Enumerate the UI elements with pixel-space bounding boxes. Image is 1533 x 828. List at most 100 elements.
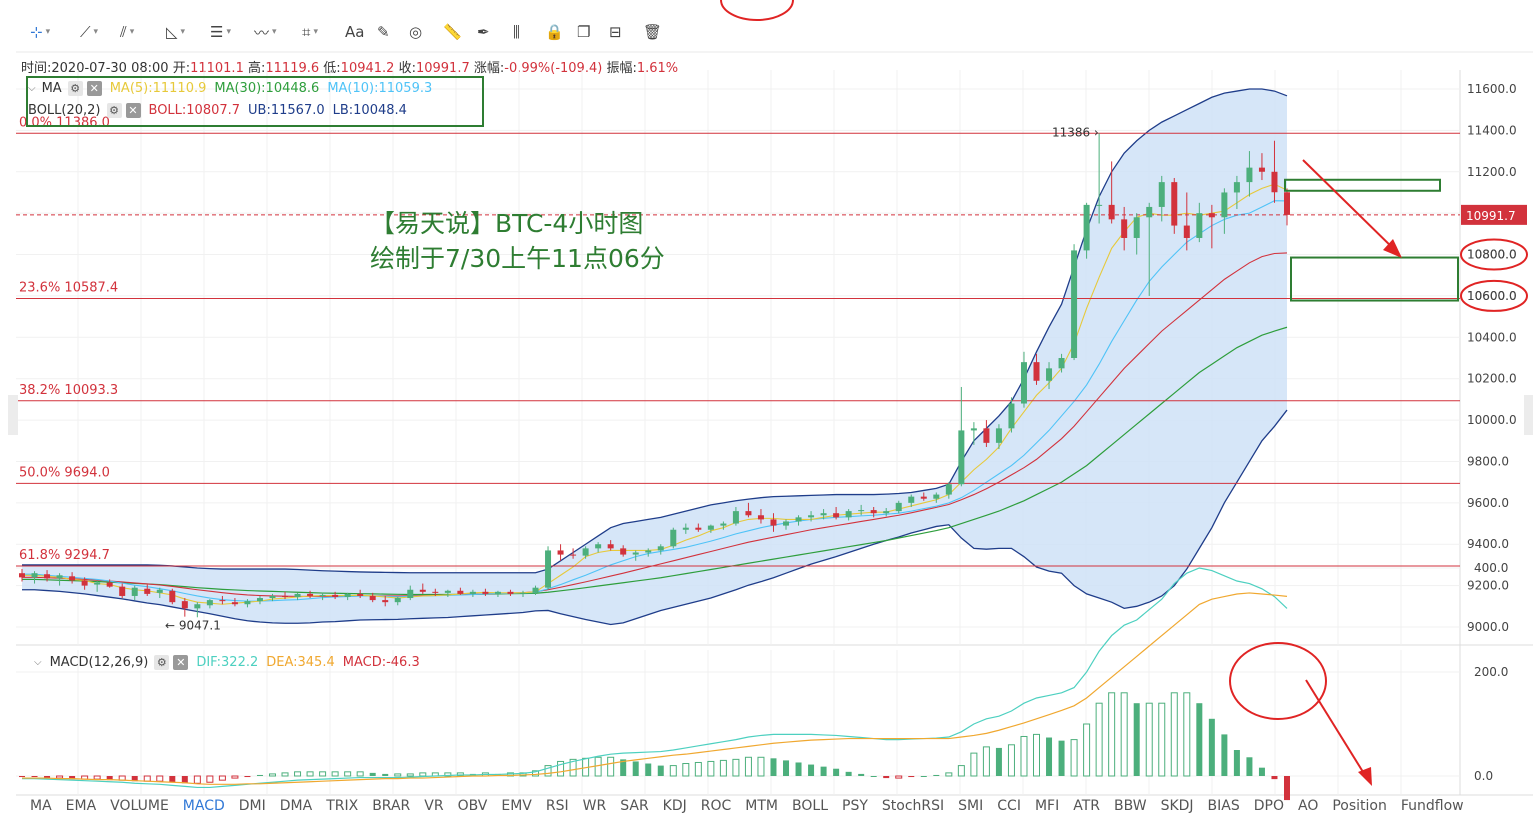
clone-icon[interactable]: ❐ — [577, 18, 590, 46]
candle-body — [119, 586, 126, 596]
candle-body — [1208, 213, 1215, 218]
tab-fundflow[interactable]: Fundflow — [1400, 798, 1464, 814]
price-axis-tick-label: 9200.0 — [1467, 579, 1509, 593]
parallel-channel-icon[interactable]: ⫽ ▾ — [120, 18, 134, 46]
dropdown-caret-icon[interactable]: ▾ — [272, 27, 277, 37]
hide-drawings-icon[interactable]: ⊟ — [609, 18, 622, 46]
annotation-subtitle: 绘制于7/30上午11点06分 — [370, 244, 665, 273]
pattern-tool-icon-glyph: ◎ — [409, 23, 423, 41]
tab-skdj[interactable]: SKDJ — [1160, 798, 1194, 814]
low-label: 低: — [323, 61, 341, 76]
tab-brar[interactable]: BRAR — [372, 798, 411, 814]
angle-tool-icon[interactable]: ◺ ▾ — [166, 18, 185, 46]
candle-body — [920, 496, 927, 499]
wave-pattern-icon-glyph: 〰 — [254, 23, 270, 42]
tab-atr[interactable]: ATR — [1073, 798, 1100, 814]
delete-icon-glyph: 🗑 — [643, 23, 663, 41]
macd-collapse-chevron-icon[interactable]: ⌵ — [34, 656, 42, 668]
price-range-icon[interactable]: ⌗ ▾ — [302, 18, 318, 46]
downtrend-arrow-line — [1302, 159, 1399, 254]
crosshair-icon[interactable]: ⊹ ▾ — [30, 18, 50, 46]
top-highlight-circle — [720, 0, 794, 21]
tab-obv[interactable]: OBV — [457, 798, 488, 814]
ma-settings-gear-icon[interactable]: ⚙ — [67, 80, 83, 96]
tab-dmi[interactable]: DMI — [238, 798, 266, 814]
ruler-icon[interactable]: 📏 — [443, 18, 462, 46]
tab-macd[interactable]: MACD — [182, 798, 225, 814]
macd-histogram-bar — [394, 773, 402, 777]
candle-body — [1058, 358, 1065, 369]
candle-body — [307, 593, 314, 596]
delete-icon[interactable]: 🗑 — [643, 18, 662, 46]
candle-body — [945, 484, 952, 495]
macd-histogram-bar — [306, 771, 314, 777]
left-scroll-handle[interactable] — [8, 395, 18, 435]
macd-histogram-bar — [319, 771, 327, 777]
macd-histogram-bar — [820, 766, 827, 776]
tab-rsi[interactable]: RSI — [545, 798, 569, 814]
tab-wr[interactable]: WR — [582, 798, 607, 814]
tab-stochrsi[interactable]: StochRSI — [881, 798, 945, 814]
tab-ema[interactable]: EMA — [65, 798, 97, 814]
dropdown-caret-icon[interactable]: ▾ — [93, 27, 99, 37]
macd-settings-gear-icon[interactable]: ⚙ — [154, 654, 170, 670]
candle-body — [870, 510, 877, 514]
brush-tool-icon-glyph: ✎ — [377, 23, 390, 41]
macd-histogram-bar — [1183, 692, 1191, 777]
candle-body — [357, 593, 364, 596]
high-value: 11119.6 — [265, 61, 320, 76]
low-value: 10941.2 — [340, 61, 395, 76]
boll-remove-close-icon[interactable]: ✕ — [125, 102, 141, 118]
brush-tool-icon[interactable]: ✎ — [377, 18, 390, 46]
dropdown-caret-icon[interactable]: ▾ — [313, 27, 318, 37]
tab-mfi[interactable]: MFI — [1034, 798, 1060, 814]
macd-histogram-bar — [31, 776, 38, 778]
ma30-legend-value: MA(30):10448.6 — [214, 80, 320, 96]
ma-remove-close-icon[interactable]: ✕ — [86, 80, 102, 96]
dropdown-caret-icon[interactable]: ▾ — [226, 27, 231, 37]
candle-body — [494, 591, 501, 594]
macd-histogram-bar — [908, 776, 915, 778]
collapse-chevron-icon[interactable]: ⌵ — [28, 82, 36, 94]
candle-body — [570, 554, 577, 556]
dropdown-caret-icon[interactable]: ▾ — [45, 27, 51, 37]
pattern-tool-icon[interactable]: ◎ — [409, 18, 422, 46]
candle-body — [732, 511, 739, 524]
tab-position[interactable]: Position — [1332, 798, 1387, 814]
dropdown-caret-icon[interactable]: ▾ — [180, 27, 186, 37]
tab-kdj[interactable]: KDJ — [662, 798, 687, 814]
wave-pattern-icon[interactable]: 〰 ▾ — [254, 18, 277, 46]
tab-ao[interactable]: AO — [1298, 798, 1319, 814]
tab-ma[interactable]: MA — [30, 798, 52, 814]
lock-icon[interactable]: 🔒 — [545, 18, 564, 46]
tab-volume[interactable]: VOLUME — [110, 798, 169, 814]
tab-cci[interactable]: CCI — [997, 798, 1021, 814]
macd-histogram-bar — [1145, 702, 1153, 777]
macd-histogram-bar — [845, 771, 852, 776]
tab-emv[interactable]: EMV — [501, 798, 532, 814]
ma10-line — [22, 200, 1288, 602]
current-price-tag — [1461, 204, 1527, 225]
tab-roc[interactable]: ROC — [700, 798, 732, 814]
tab-sar[interactable]: SAR — [620, 798, 649, 814]
pen-icon[interactable]: ✒ — [477, 18, 490, 46]
macd-remove-close-icon[interactable]: ✕ — [173, 654, 189, 670]
tab-boll[interactable]: BOLL — [792, 798, 828, 814]
tab-mtm[interactable]: MTM — [745, 798, 779, 814]
tab-vr[interactable]: VR — [424, 798, 444, 814]
boll-settings-gear-icon[interactable]: ⚙ — [106, 102, 122, 118]
tab-dpo[interactable]: DPO — [1253, 798, 1284, 814]
tab-dma[interactable]: DMA — [279, 798, 313, 814]
text-tool-icon[interactable]: Aa — [345, 18, 364, 46]
dropdown-caret-icon[interactable]: ▾ — [129, 27, 135, 37]
fibonacci-icon[interactable]: ☰ ▾ — [210, 18, 231, 46]
tab-bias[interactable]: BIAS — [1207, 798, 1240, 814]
trend-line-icon[interactable]: ⟋ ▾ — [80, 18, 98, 46]
tab-smi[interactable]: SMI — [958, 798, 984, 814]
tab-bbw[interactable]: BBW — [1114, 798, 1147, 814]
right-scroll-handle[interactable] — [1524, 395, 1533, 435]
candle-pattern-icon[interactable]: ⫼ — [513, 18, 520, 46]
tab-psy[interactable]: PSY — [842, 798, 868, 814]
tab-trix[interactable]: TRIX — [326, 798, 359, 814]
